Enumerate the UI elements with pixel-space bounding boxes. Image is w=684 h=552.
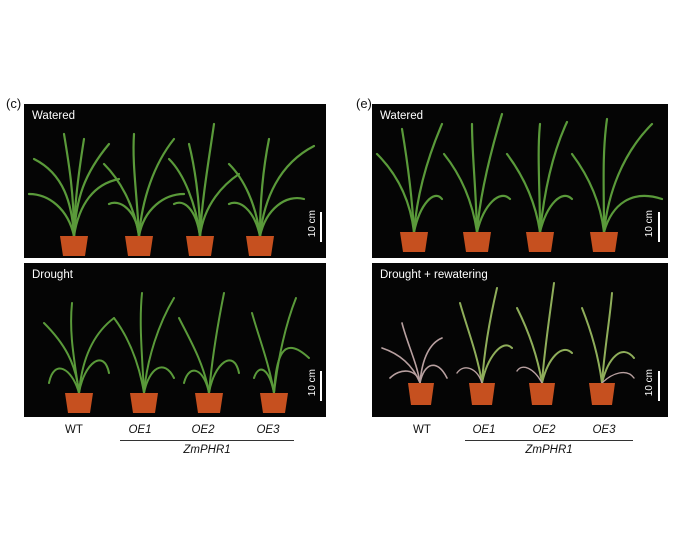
scale-label-e-top: 10 cm (644, 210, 655, 238)
photo-e-drought-rewatering: Drought + rewatering 10 cm (372, 263, 668, 417)
photo-c-watered: Watered 10 cm (24, 104, 326, 258)
scale-bar-c-bottom (320, 371, 322, 401)
genotype-label-oe3-e: OE3 (592, 424, 616, 436)
photo-e-watered: Watered 10 cm (372, 104, 668, 258)
genotype-label-oe2-c: OE2 (191, 424, 215, 436)
genotype-label-wt-e: WT (413, 424, 431, 436)
scale-label-c-bottom: 10 cm (307, 369, 318, 397)
genotype-label-wt-c: WT (65, 424, 83, 436)
group-bracket-c (120, 440, 294, 441)
photo-c-drought: Drought 10 cm (24, 263, 326, 417)
genotype-label-oe2-e: OE2 (532, 424, 556, 436)
scale-bar-e-bottom (658, 371, 660, 401)
scale-bar-c-top (320, 212, 322, 242)
scale-label-e-bottom: 10 cm (644, 369, 655, 397)
condition-label-drought-c: Drought (32, 269, 73, 281)
plant-photo-c-drought (43, 292, 310, 413)
genotype-label-oe3-c: OE3 (256, 424, 280, 436)
plant-photo-c-watered (27, 122, 316, 256)
scale-bar-e-top (658, 212, 660, 242)
genotype-label-oe1-c: OE1 (128, 424, 152, 436)
genotype-label-oe1-e: OE1 (472, 424, 496, 436)
condition-label-drought-rewatering-e: Drought + rewatering (380, 269, 488, 281)
plant-photo-e-watered (375, 112, 664, 252)
panel-letter-c: (c) (6, 96, 22, 111)
panel-letter-e: (e) (356, 96, 372, 111)
scale-label-c-top: 10 cm (307, 210, 318, 238)
group-label-c: ZmPHR1 (183, 444, 231, 456)
group-label-e: ZmPHR1 (525, 444, 573, 456)
group-bracket-e (465, 440, 633, 441)
plant-photo-e-drought-rewatering (381, 282, 635, 405)
condition-label-watered-e: Watered (380, 110, 424, 122)
condition-label-watered-c: Watered (32, 110, 76, 122)
